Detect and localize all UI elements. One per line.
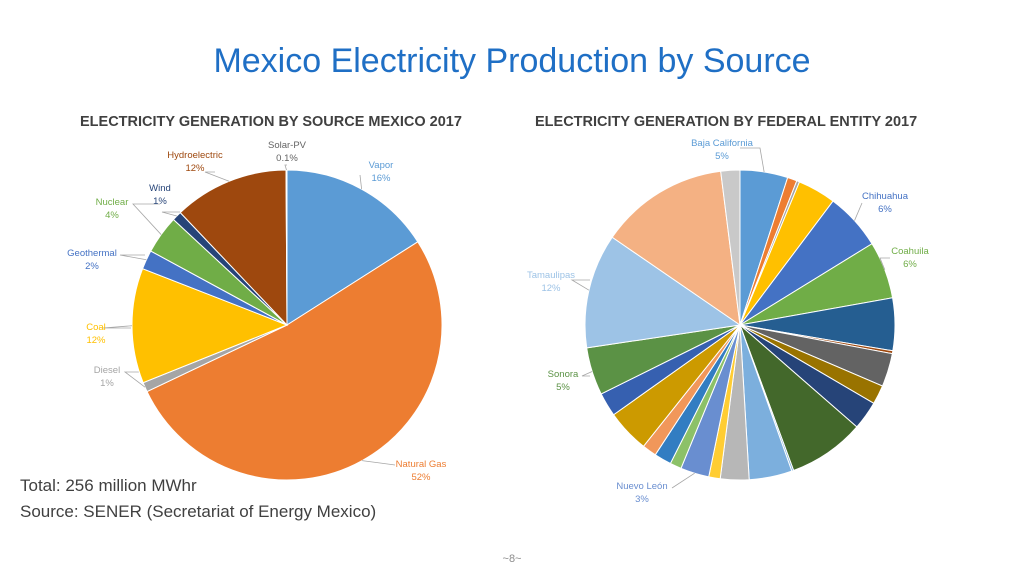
slice-label-baja-california: Baja California — [691, 138, 753, 149]
leader-line-coal — [102, 325, 133, 329]
slice-value-coal: 12% — [86, 335, 106, 346]
slide-title: Mexico Electricity Production by Source — [213, 42, 811, 80]
slice-value-nuevo-le-n: 3% — [635, 494, 649, 505]
source-pie-chart: Vapor 16% Natural Gas 52% Diesel 1% Coal 12% Geo… — [67, 140, 447, 483]
right-chart-title: ELECTRICITY GENERATION BY FEDERAL ENTITY… — [535, 114, 918, 130]
leader-line-solar-pv — [284, 164, 287, 171]
source-note: Source: SENER (Secretariat of Energy Mex… — [20, 502, 377, 521]
slice-label-coal: Coal — [86, 322, 106, 333]
leader-line-coahuila — [879, 257, 890, 270]
leader-line-chihuahua — [854, 202, 863, 221]
slice-label-natural-gas: Natural Gas — [396, 459, 447, 470]
leader-line-geothermal — [119, 254, 147, 261]
slice-value-geothermal: 2% — [85, 261, 99, 272]
pie-slice-natural-gas — [146, 241, 443, 481]
slice-label-nuclear: Nuclear — [96, 197, 129, 208]
pie-slice-hydroelectric — [179, 169, 288, 327]
slice-label-coahuila: Coahuila — [891, 246, 929, 257]
leader-line-tamaulipas — [570, 279, 590, 291]
slice-label-nuevo-le-n: Nuevo León — [616, 481, 667, 492]
pie-slice-tamaulipas — [584, 236, 742, 349]
left-chart-title: ELECTRICITY GENERATION BY SOURCE MEXICO … — [80, 114, 462, 130]
slice-value-coahuila: 6% — [903, 259, 917, 270]
leader-line-nuevo-le-n — [671, 472, 695, 489]
slice-label-wind: Wind — [149, 183, 171, 194]
leader-line-vapor — [359, 174, 363, 190]
slice-label-sonora: Sonora — [548, 369, 579, 380]
slice-label-hydroelectric: Hydroelectric — [167, 150, 223, 161]
pie-slice-unlabeled-24 — [611, 170, 741, 327]
slice-label-vapor: Vapor — [369, 160, 394, 171]
slice-value-wind: 1% — [153, 196, 167, 207]
leader-line-hydroelectric — [204, 171, 230, 182]
total-note: Total: 256 million MWhr — [20, 476, 197, 495]
leader-line-natural-gas — [361, 460, 396, 466]
slice-value-chihuahua: 6% — [878, 204, 892, 215]
slice-value-vapor: 16% — [371, 173, 391, 184]
leader-line-baja-california — [740, 147, 765, 172]
slice-label-geothermal: Geothermal — [67, 248, 117, 259]
pie-slice-unlabeled-25 — [720, 169, 741, 326]
slice-value-hydroelectric: 12% — [185, 163, 205, 174]
leader-line-diesel — [123, 371, 146, 388]
slice-value-sonora: 5% — [556, 382, 570, 393]
slice-value-baja-california: 5% — [715, 151, 729, 162]
slice-label-chihuahua: Chihuahua — [862, 191, 909, 202]
slice-value-nuclear: 4% — [105, 210, 119, 221]
slice-value-solar-pv: 0.1% — [276, 153, 298, 164]
page-number: ~8~ — [502, 553, 522, 565]
leader-line-nuclear — [132, 203, 162, 235]
slice-label-diesel: Diesel — [94, 365, 120, 376]
slice-label-solar-pv: Solar-PV — [268, 140, 307, 151]
slice-value-natural-gas: 52% — [411, 472, 431, 483]
leader-line-sonora — [581, 371, 593, 377]
slice-value-tamaulipas: 12% — [541, 283, 561, 294]
leader-line-wind — [161, 211, 180, 217]
slice-label-tamaulipas: Tamaulipas — [527, 270, 575, 281]
slice-value-diesel: 1% — [100, 378, 114, 389]
